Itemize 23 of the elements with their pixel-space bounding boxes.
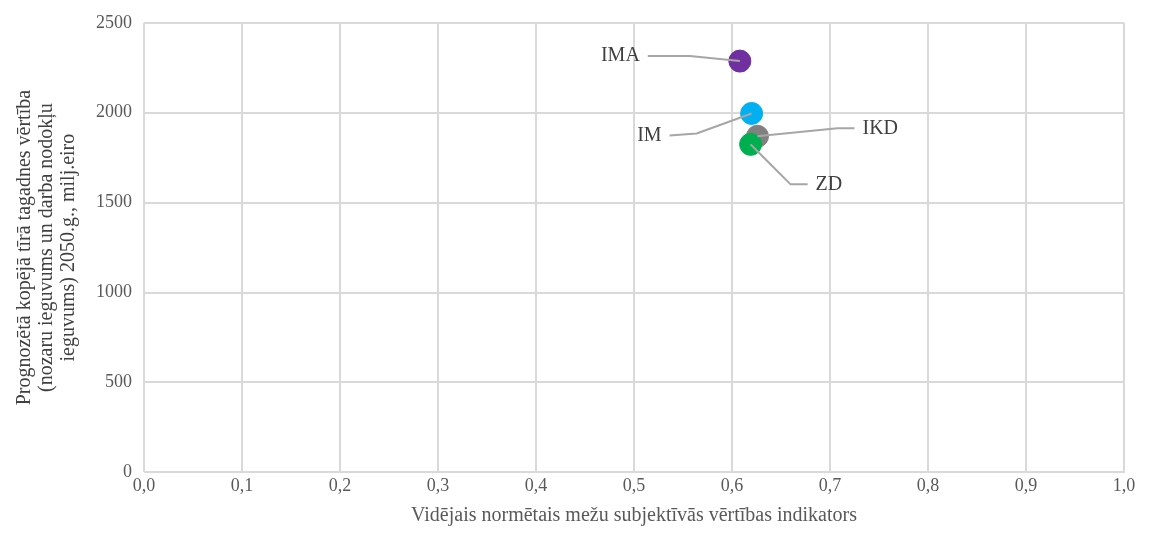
x-axis-title: Vidējais normētais mežu subjektīvās vērtības indikators [411,503,858,527]
x-tick-label: 0,3 [426,474,450,495]
x-tick-label: 0,9 [1014,474,1038,495]
x-tick-label: 0,5 [622,474,646,495]
x-tick-label: 0,1 [230,474,254,495]
x-tick-label: 0,8 [916,474,940,495]
x-tick-label: 0,2 [328,474,352,495]
text: ZD [815,171,843,194]
y-tick-label: 0 [123,461,132,482]
x-tick-label: 0,6 [720,474,744,495]
x-tick-label: 0,7 [818,474,842,495]
text: IKD [862,115,899,138]
text: IM [637,122,662,145]
y-tick-label: 500 [105,371,132,392]
y-axis-title: Prognozētā kopējā tīrā tagadnes vērtība (nozaru ieguvums un darba nodokļu ieguvums) 2050.g., milj.eiro [12,89,80,406]
text: IMA [600,43,641,66]
x-tick-label: 0,4 [524,474,548,495]
y-tick-label: 1000 [96,281,132,302]
y-tick-label: 2000 [96,101,132,122]
y-tick-label: 2500 [96,11,132,32]
x-tick-label: 1,0 [1112,474,1136,495]
x-tick-label: 0,0 [132,474,156,495]
y-tick-label: 1500 [96,191,132,212]
